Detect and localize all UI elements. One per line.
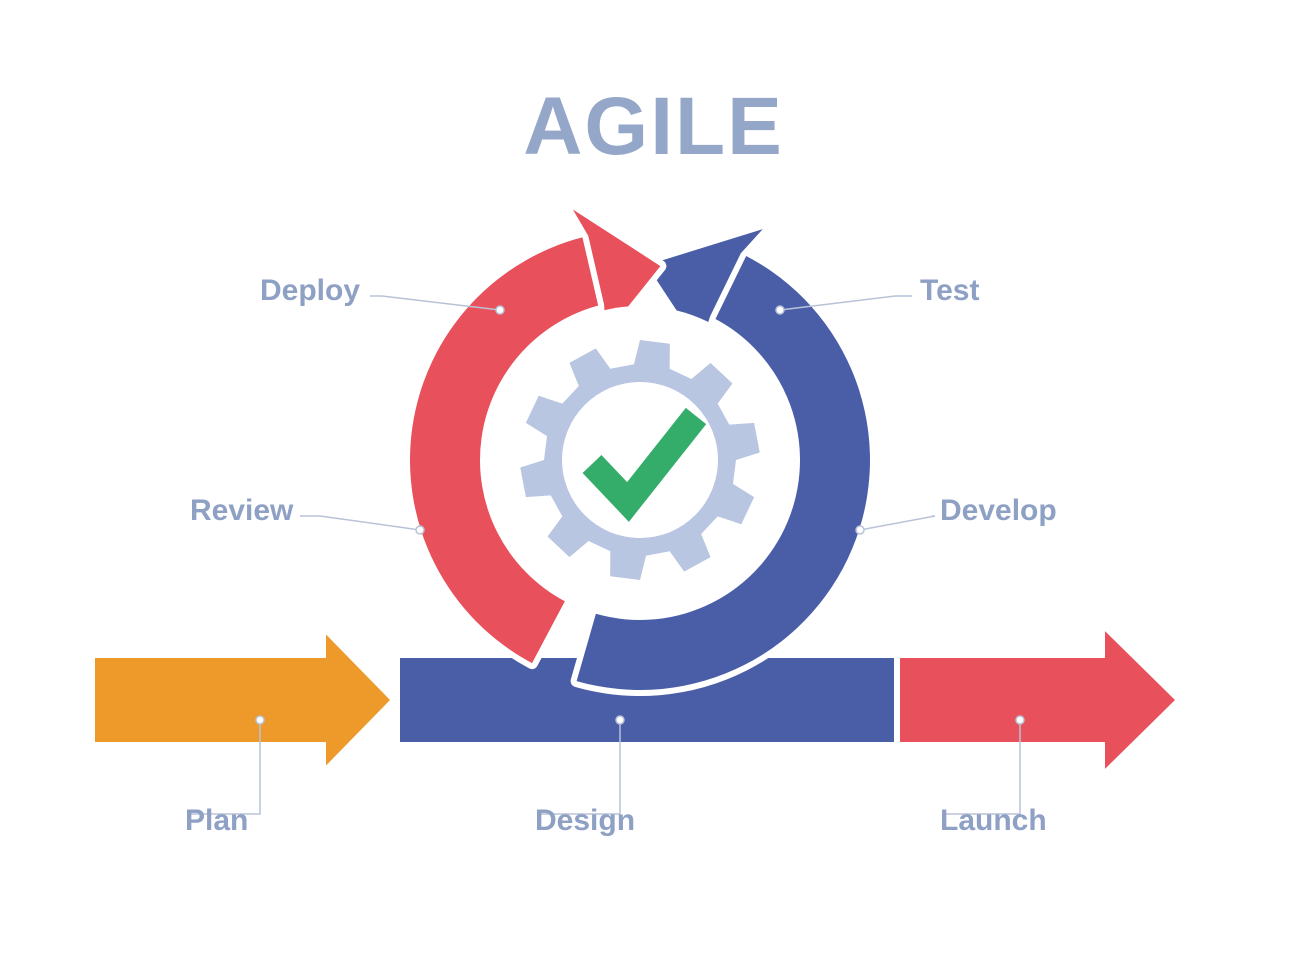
leader-dot-launch xyxy=(1016,716,1024,724)
leader-dot-test xyxy=(776,306,784,314)
label-develop: Develop xyxy=(940,494,1057,528)
leader-dot-design xyxy=(616,716,624,724)
diagram-title: AGILE xyxy=(0,80,1307,174)
label-review: Review xyxy=(190,494,293,528)
label-deploy: Deploy xyxy=(260,274,360,308)
agile-diagram: AGILE Deploy Review Test Develop Plan Design L… xyxy=(0,0,1307,980)
gear-hole xyxy=(562,382,718,538)
leader-dot-deploy xyxy=(496,306,504,314)
label-test: Test xyxy=(920,274,979,308)
label-plan: Plan xyxy=(185,804,248,838)
leader-dot-review xyxy=(416,526,424,534)
leader-dot-develop xyxy=(856,526,864,534)
leader-dot-plan xyxy=(256,716,264,724)
label-launch: Launch xyxy=(940,804,1047,838)
label-design: Design xyxy=(535,804,635,838)
